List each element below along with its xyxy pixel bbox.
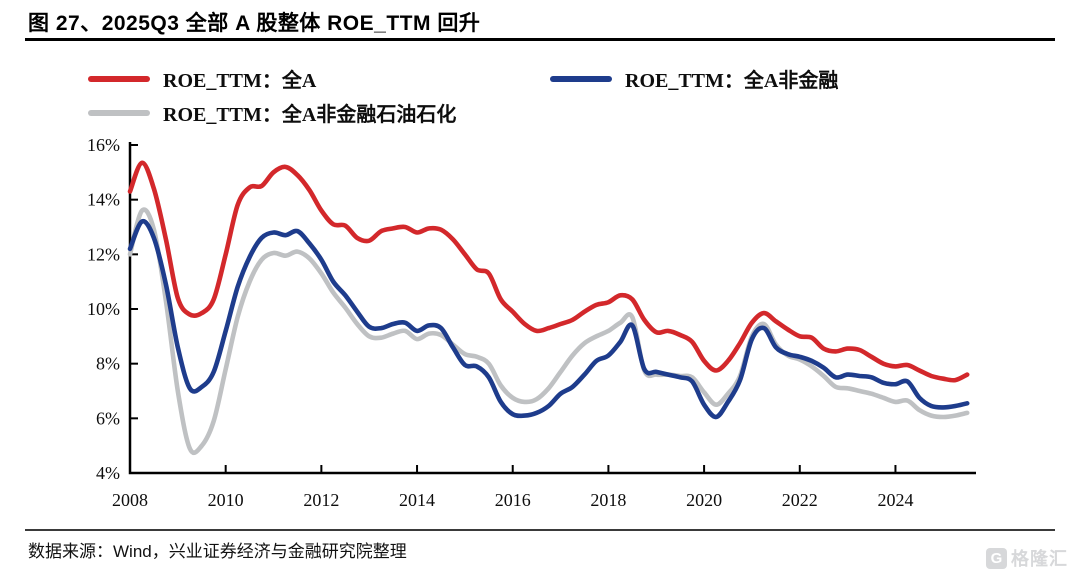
x-tick-label: 2014	[399, 490, 435, 510]
x-tick-label: 2018	[590, 490, 626, 510]
gelonghui-logo-text: 格隆汇	[1011, 549, 1068, 569]
legend-item-nonfinancial-ex-petro: ROE_TTM：全A非金融石油石化	[88, 98, 550, 127]
y-tick-label: 16%	[87, 135, 120, 155]
chart-legend: ROE_TTM：全A ROE_TTM：全A非金融 ROE_TTM：全A非金融石油…	[88, 64, 838, 127]
page-title: 图 27、2025Q3 全部 A 股整体 ROE_TTM 回升	[28, 12, 481, 35]
legend-label: ROE_TTM：全A非金融	[625, 70, 839, 92]
y-tick-label: 14%	[87, 190, 120, 210]
series-line-2	[127, 207, 970, 455]
source-divider	[25, 529, 1055, 531]
axis-lines	[128, 142, 976, 475]
y-tick-label: 10%	[87, 299, 120, 319]
gelonghui-logo-icon: G	[986, 547, 1007, 569]
title-underline	[25, 38, 1055, 41]
legend-line-blue	[550, 75, 612, 82]
x-tick-label: 2008	[112, 490, 148, 510]
x-tick-label: 2012	[303, 490, 339, 510]
x-tick-label: 2024	[877, 490, 913, 510]
legend-line-red	[88, 75, 150, 82]
x-tick-label: 2022	[782, 490, 818, 510]
y-tick-label: 4%	[96, 463, 120, 483]
y-tick-label: 8%	[96, 354, 120, 374]
legend-label: ROE_TTM：全A	[163, 70, 317, 92]
legend-item-all-a: ROE_TTM：全A	[88, 64, 550, 93]
y-tick-label: 12%	[87, 244, 120, 264]
x-tick-label: 2010	[208, 490, 244, 510]
legend-line-gray	[88, 109, 150, 116]
legend-item-nonfinancial: ROE_TTM：全A非金融	[550, 64, 838, 93]
gelonghui-watermark: G 格隆汇	[986, 545, 1068, 571]
series-line-1	[127, 218, 970, 420]
series-line-0	[127, 160, 970, 383]
y-tick-label: 6%	[96, 408, 120, 428]
x-tick-label: 2016	[495, 490, 531, 510]
data-source-note: 数据来源：Wind，兴业证券经济与金融研究院整理	[28, 542, 407, 561]
x-tick-label: 2020	[686, 490, 722, 510]
legend-label: ROE_TTM：全A非金融石油石化	[163, 104, 457, 126]
